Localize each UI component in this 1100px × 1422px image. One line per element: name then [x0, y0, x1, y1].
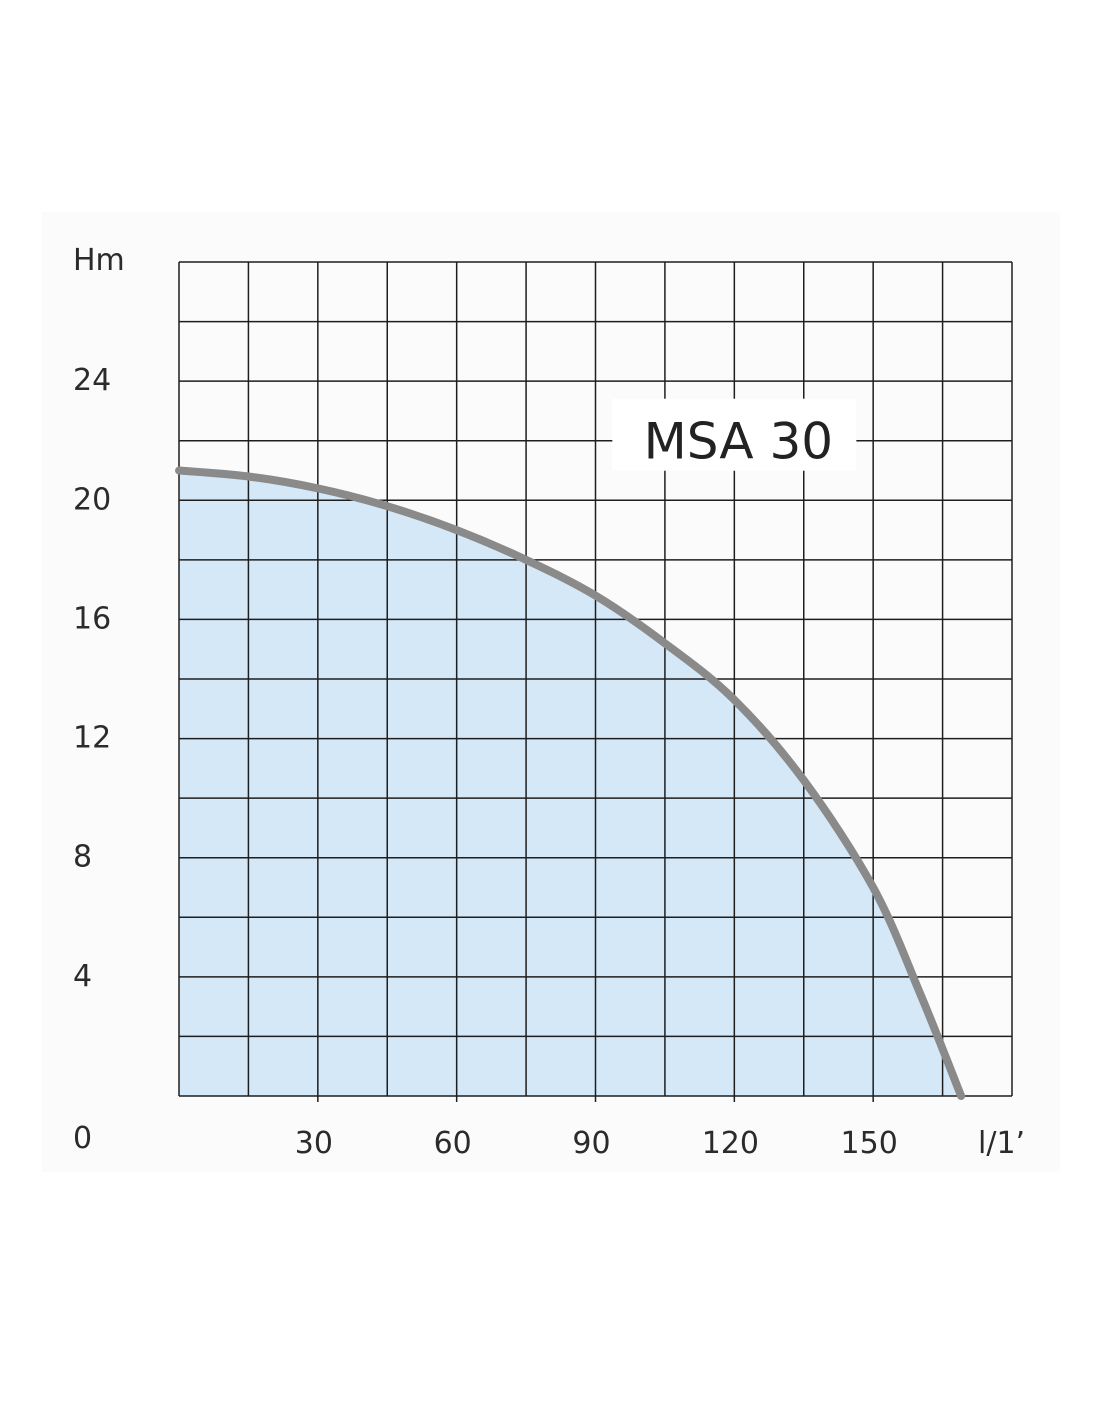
x-tick-label: 120 [702, 1126, 759, 1161]
y-tick-label: 16 [73, 601, 111, 636]
series-label-background [612, 398, 857, 471]
area-fill [179, 470, 962, 1096]
x-tick-label: 150 [841, 1126, 898, 1161]
y-tick-label: 24 [73, 363, 111, 398]
x-tick-label: 60 [434, 1126, 472, 1161]
y-tick-label: 20 [73, 482, 111, 517]
x-tick-label: 90 [572, 1126, 610, 1161]
ticks: 0 4 8 12 16 20 24 30 60 90 120 150 [73, 363, 898, 1161]
series-label-group: MSA 30 [612, 398, 857, 471]
y-tick-label: 12 [73, 721, 111, 756]
y-tick-label: 8 [73, 840, 92, 875]
y-tick-label: 4 [73, 959, 92, 994]
x-tick-label: 30 [295, 1126, 333, 1161]
pump-curve-line [175, 466, 966, 1100]
x-axis-label: l/1’ [978, 1126, 1025, 1161]
y-tick-label: 0 [73, 1121, 92, 1156]
y-axis-label: Hm [73, 243, 125, 278]
series-label: MSA 30 [644, 413, 834, 471]
